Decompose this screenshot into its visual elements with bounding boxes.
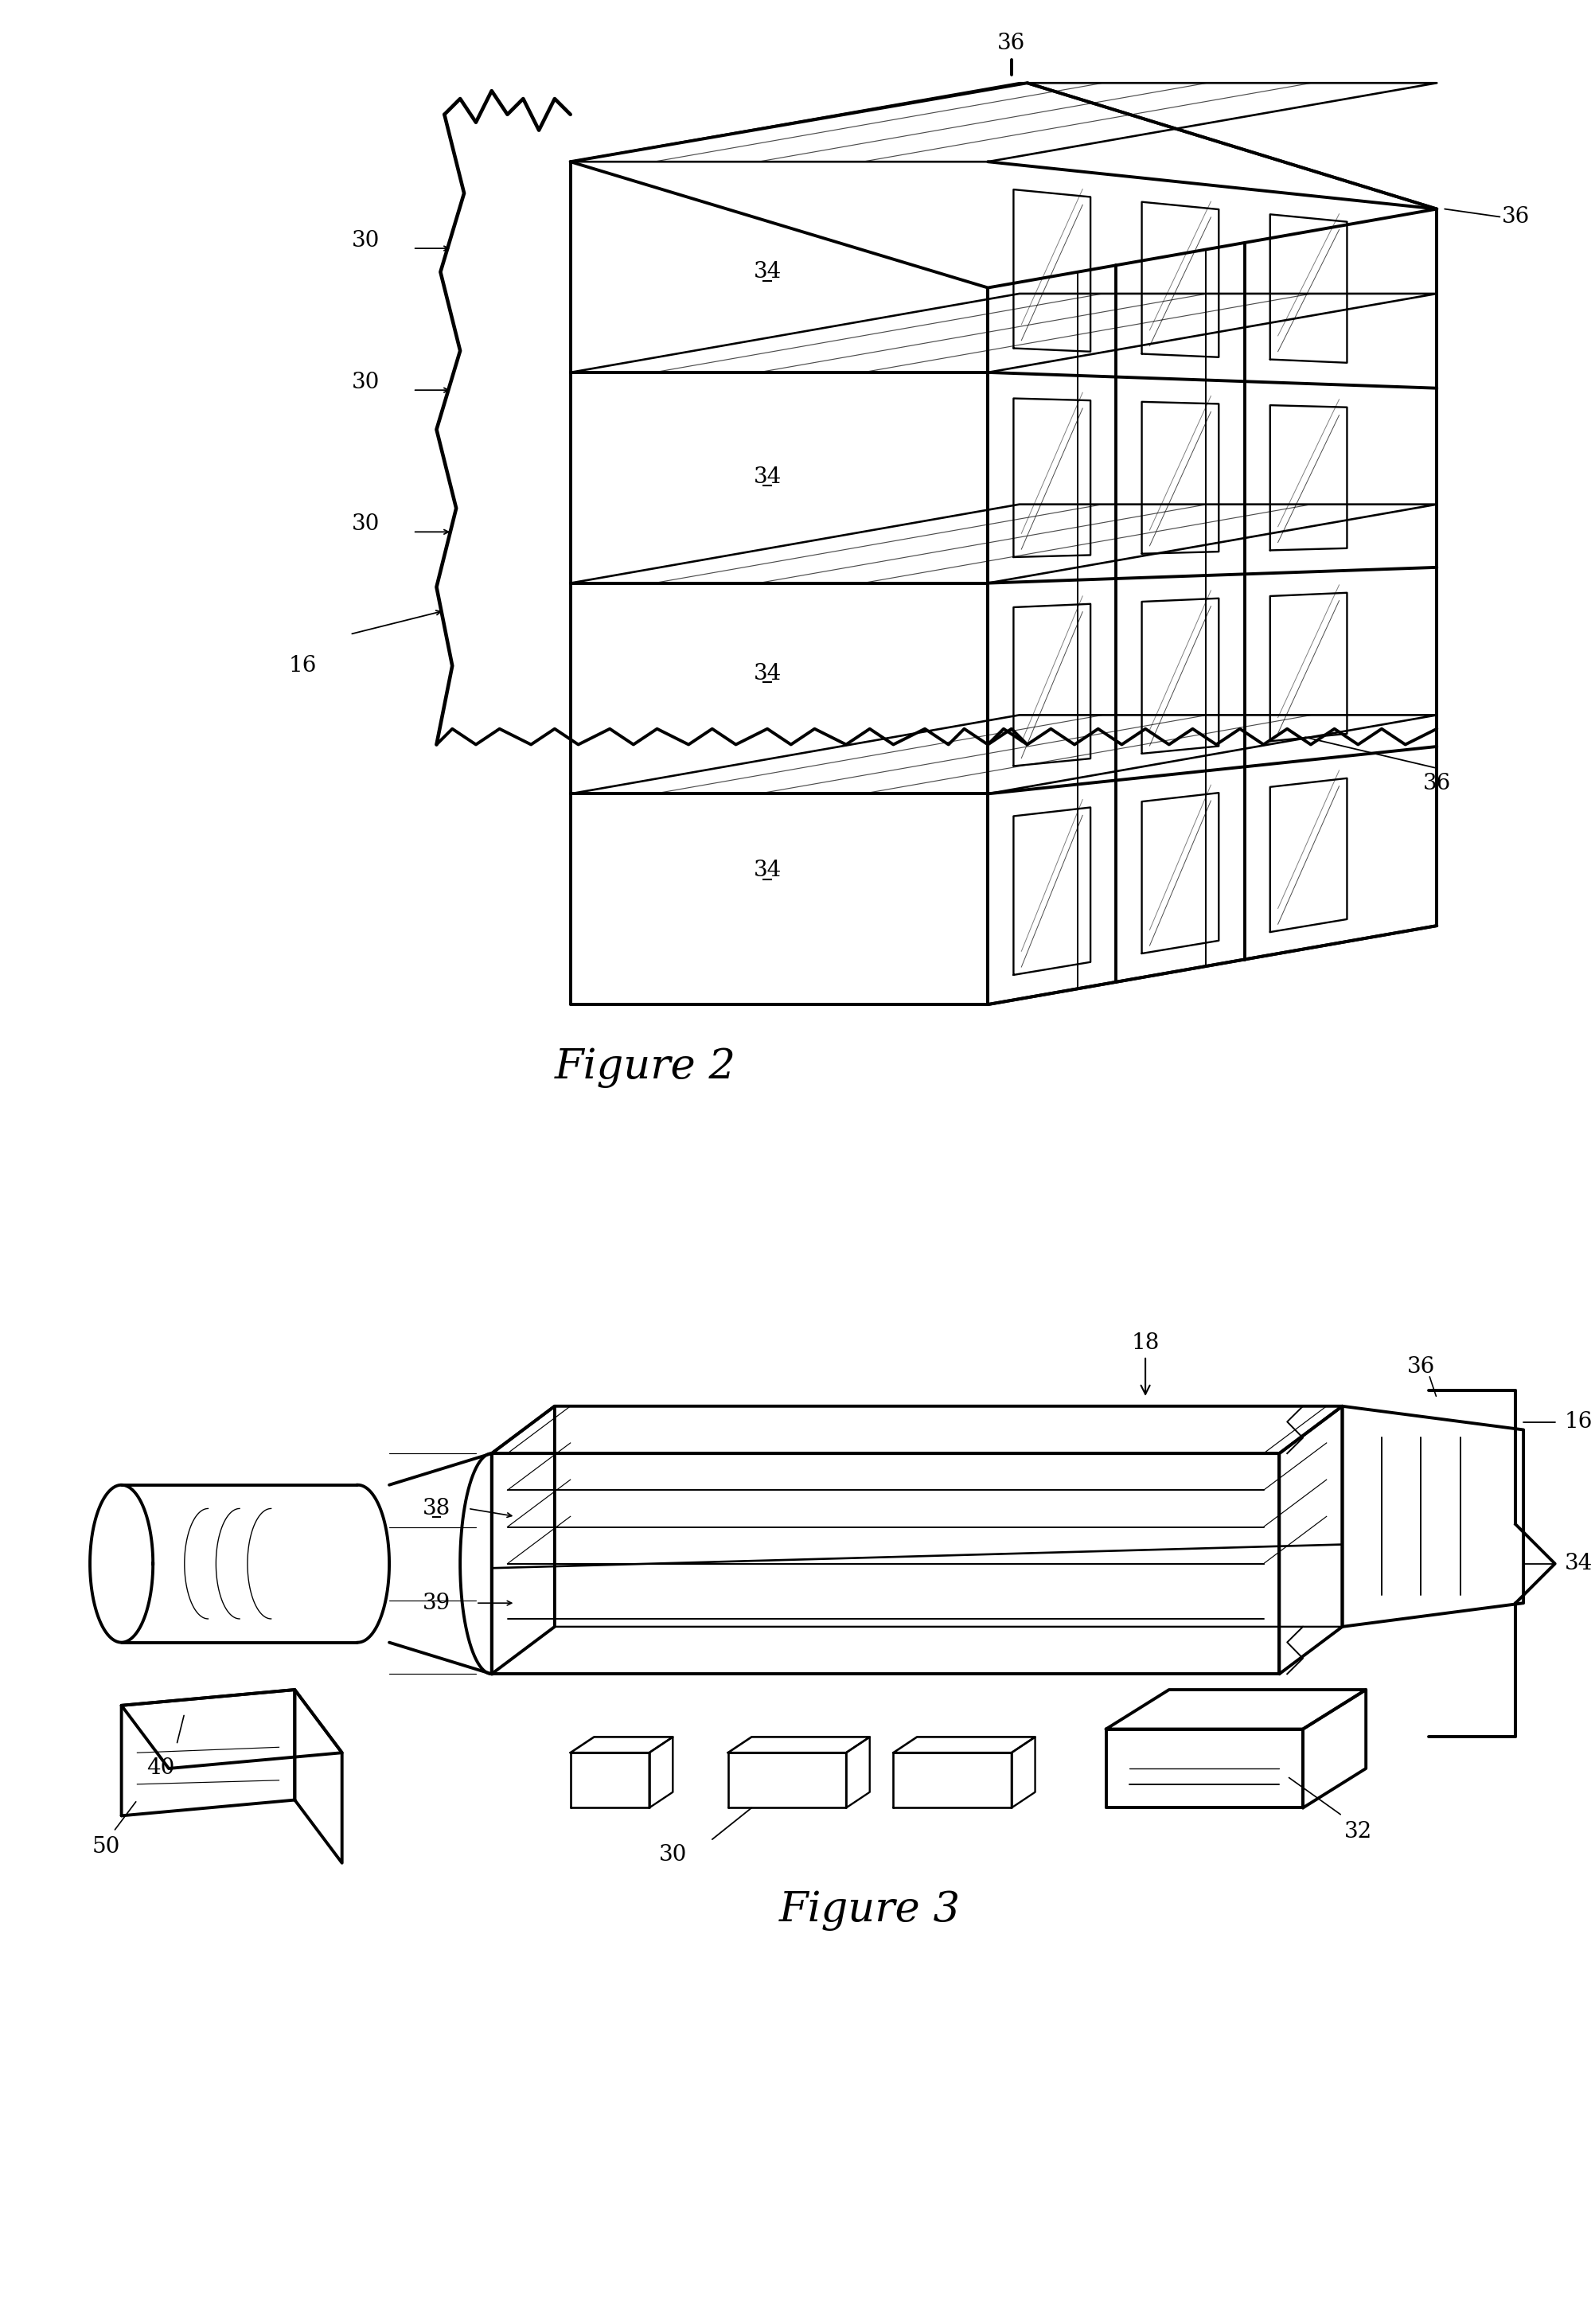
Text: 36: 36 (1423, 774, 1451, 795)
Text: 39: 39 (423, 1592, 450, 1613)
Text: 36: 36 (1407, 1355, 1436, 1378)
Text: 34: 34 (753, 467, 782, 488)
Text: 30: 30 (351, 514, 380, 535)
Text: 32: 32 (1345, 1820, 1372, 1843)
Text: 16: 16 (289, 655, 317, 676)
Text: 18: 18 (1131, 1332, 1160, 1394)
Text: 38: 38 (423, 1497, 450, 1520)
Text: Figure 2: Figure 2 (555, 1048, 737, 1088)
Text: 36: 36 (997, 33, 1026, 53)
Text: 34: 34 (753, 860, 782, 881)
Text: 34: 34 (753, 260, 782, 284)
Text: 30: 30 (351, 230, 380, 251)
Text: 30: 30 (351, 372, 380, 393)
Text: 16: 16 (1565, 1411, 1593, 1432)
Text: 34: 34 (753, 662, 782, 686)
Text: 40: 40 (147, 1757, 175, 1780)
Text: 50: 50 (91, 1836, 120, 1857)
Text: Figure 3: Figure 3 (778, 1889, 960, 1931)
Text: 36: 36 (1501, 207, 1530, 228)
Text: 30: 30 (659, 1845, 687, 1866)
Text: 34: 34 (1565, 1552, 1593, 1573)
